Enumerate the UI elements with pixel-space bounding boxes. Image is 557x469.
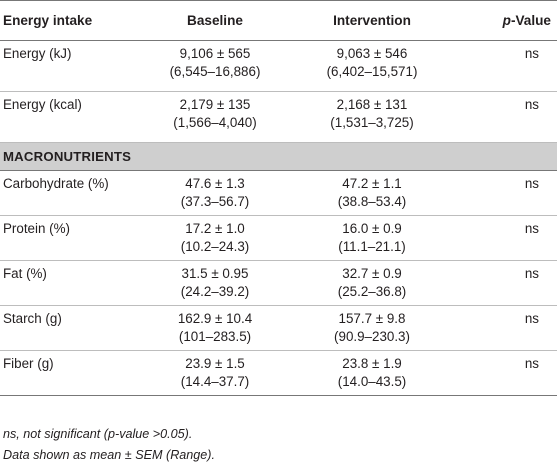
- energy-intake-table: Energy intake Baseline Intervention p-Va…: [0, 0, 557, 396]
- table-row: Fat (%) 31.5 ± 0.95 (24.2–39.2) 32.7 ± 0…: [0, 260, 557, 306]
- footnote-data-shown: Data shown as mean ± SEM (Range).: [3, 448, 216, 462]
- p-value-cell: ns: [454, 350, 557, 396]
- intervention-range: (25.2–36.8): [337, 284, 407, 299]
- intervention-range: (6,402–15,571): [326, 64, 418, 79]
- intervention-range: (14.0–43.5): [337, 374, 407, 389]
- baseline-value: 162.9 ± 10.4: [177, 311, 253, 326]
- intervention-cell: 23.8 ± 1.9 (14.0–43.5): [290, 350, 454, 396]
- header-p-value: p-Value: [454, 0, 557, 41]
- intervention-value: 23.8 ± 1.9: [342, 356, 402, 371]
- intervention-range: (11.1–21.1): [338, 239, 406, 254]
- baseline-cell: 17.2 ± 1.0 (10.2–24.3): [140, 215, 290, 261]
- intervention-cell: 32.7 ± 0.9 (25.2–36.8): [290, 260, 454, 306]
- baseline-range: (14.4–37.7): [180, 374, 250, 389]
- baseline-value: 17.2 ± 1.0: [185, 221, 245, 236]
- table-row: Starch (g) 162.9 ± 10.4 (101–283.5) 157.…: [0, 305, 557, 351]
- baseline-cell: 47.6 ± 1.3 (37.3–56.7): [140, 170, 290, 216]
- intervention-cell: 9,063 ± 546 (6,402–15,571): [290, 40, 454, 92]
- header-p-italic: p: [502, 13, 511, 28]
- p-value-cell: ns: [454, 305, 557, 351]
- row-label: Energy (kJ): [0, 40, 140, 92]
- intervention-cell: 16.0 ± 0.9 (11.1–21.1): [290, 215, 454, 261]
- table-row: Energy (kJ) 9,106 ± 565 (6,545–16,886) 9…: [0, 40, 557, 92]
- table-row: Fiber (g) 23.9 ± 1.5 (14.4–37.7) 23.8 ± …: [0, 350, 557, 396]
- baseline-value: 23.9 ± 1.5: [185, 356, 245, 371]
- intervention-cell: 2,168 ± 131 (1,531–3,725): [290, 91, 454, 143]
- table-row: Protein (%) 17.2 ± 1.0 (10.2–24.3) 16.0 …: [0, 215, 557, 261]
- header-baseline: Baseline: [140, 0, 290, 41]
- table-footnotes: ns, not significant (p-value >0.05). Dat…: [3, 424, 215, 466]
- baseline-value: 2,179 ± 135: [179, 97, 251, 112]
- footnote-ns: ns, not significant (p-value >0.05).: [3, 427, 193, 441]
- intervention-value: 16.0 ± 0.9: [342, 221, 402, 236]
- baseline-value: 47.6 ± 1.3: [185, 176, 245, 191]
- baseline-cell: 9,106 ± 565 (6,545–16,886): [140, 40, 290, 92]
- baseline-range: (24.2–39.2): [180, 284, 250, 299]
- row-label: Fat (%): [0, 260, 140, 306]
- baseline-cell: 2,179 ± 135 (1,566–4,040): [140, 91, 290, 143]
- header-p-rest: -Value: [510, 13, 551, 28]
- intervention-value: 9,063 ± 546: [336, 46, 408, 61]
- intervention-value: 32.7 ± 0.9: [342, 266, 402, 281]
- intervention-value: 47.2 ± 1.1: [342, 176, 402, 191]
- header-energy-intake: Energy intake: [0, 0, 140, 41]
- baseline-range: (10.2–24.3): [180, 239, 250, 254]
- baseline-range: (101–283.5): [178, 329, 252, 344]
- intervention-value: 157.7 ± 9.8: [338, 311, 406, 326]
- baseline-range: (1,566–4,040): [173, 115, 257, 130]
- baseline-cell: 31.5 ± 0.95 (24.2–39.2): [140, 260, 290, 306]
- table-row: Energy (kcal) 2,179 ± 135 (1,566–4,040) …: [0, 91, 557, 143]
- intervention-cell: 157.7 ± 9.8 (90.9–230.3): [290, 305, 454, 351]
- intervention-range: (1,531–3,725): [330, 115, 414, 130]
- header-row: Energy intake Baseline Intervention p-Va…: [0, 0, 557, 41]
- p-value-cell: ns: [454, 170, 557, 216]
- intervention-value: 2,168 ± 131: [336, 97, 408, 112]
- baseline-cell: 162.9 ± 10.4 (101–283.5): [140, 305, 290, 351]
- p-value-cell: ns: [454, 91, 557, 143]
- intervention-cell: 47.2 ± 1.1 (38.8–53.4): [290, 170, 454, 216]
- intervention-range: (38.8–53.4): [337, 194, 407, 209]
- section-label: MACRONUTRIENTS: [0, 142, 557, 171]
- row-label: Fiber (g): [0, 350, 140, 396]
- header-intervention: Intervention: [290, 0, 454, 41]
- row-label: Carbohydrate (%): [0, 170, 140, 216]
- p-value-cell: ns: [454, 215, 557, 261]
- baseline-cell: 23.9 ± 1.5 (14.4–37.7): [140, 350, 290, 396]
- section-row-macronutrients: MACRONUTRIENTS: [0, 142, 557, 171]
- p-value-cell: ns: [454, 260, 557, 306]
- row-label: Starch (g): [0, 305, 140, 351]
- baseline-range: (6,545–16,886): [169, 64, 261, 79]
- baseline-range: (37.3–56.7): [180, 194, 250, 209]
- row-label: Energy (kcal): [0, 91, 140, 143]
- p-value-cell: ns: [454, 40, 557, 92]
- row-label: Protein (%): [0, 215, 140, 261]
- table-row: Carbohydrate (%) 47.6 ± 1.3 (37.3–56.7) …: [0, 170, 557, 216]
- baseline-value: 31.5 ± 0.95: [181, 266, 249, 281]
- intervention-range: (90.9–230.3): [334, 329, 410, 344]
- baseline-value: 9,106 ± 565: [179, 46, 251, 61]
